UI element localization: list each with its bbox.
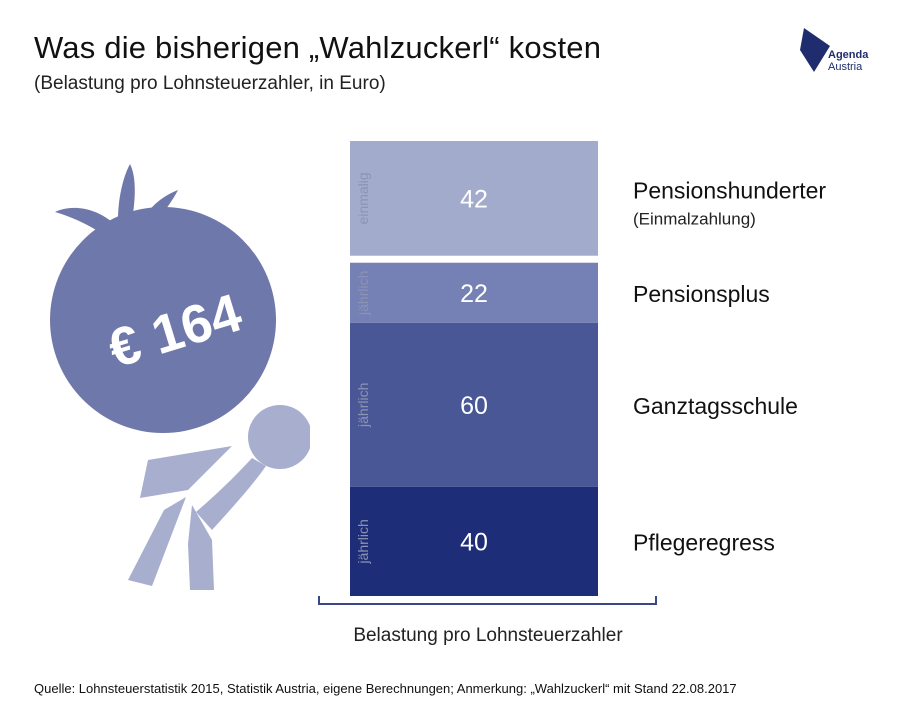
bar-segment-pflegeregress — [350, 486, 598, 596]
x-axis-label: Belastung pro Lohnsteuerzahler — [353, 625, 623, 646]
bar-value-ganztagsschule: 60 — [460, 392, 488, 420]
category-label-pflegeregress: Pflegeregress — [633, 529, 775, 555]
carrying-person-icon — [128, 405, 310, 590]
bar-value-pensionshunderter: 42 — [460, 185, 488, 213]
source-note: Quelle: Lohnsteuerstatistik 2015, Statis… — [34, 681, 737, 696]
frequency-label-pensionsplus: jährlich — [355, 271, 371, 316]
bar-segment-pensionshunderter — [350, 141, 598, 256]
bar-segment-ganztagsschule — [350, 322, 598, 487]
category-label-pensionsplus: Pensionsplus — [633, 281, 770, 307]
bar-value-pensionsplus: 22 — [460, 280, 488, 308]
person-carrying-money-bag-icon — [50, 164, 310, 590]
bar-value-pflegeregress: 40 — [460, 528, 488, 556]
frequency-label-pensionshunderter: einmalig — [355, 172, 371, 224]
bar-segment-pensionsplus — [350, 262, 598, 323]
category-label-pensionshunderter: Pensionshunderter — [633, 177, 826, 203]
frequency-label-pflegeregress: jährlich — [355, 519, 371, 564]
chart-title: Was die bisherigen „Wahlzuckerl“ kosten — [34, 30, 602, 65]
logo-line-1: Agenda — [828, 49, 869, 61]
logo-line-2: Austria — [828, 61, 863, 73]
frequency-label-ganztagsschule: jährlich — [355, 383, 371, 428]
agenda-austria-logo: Agenda Austria — [800, 28, 875, 78]
money-bag-icon — [50, 164, 276, 433]
chart-subtitle: (Belastung pro Lohnsteuerzahler, in Euro… — [34, 73, 386, 94]
logo-mark-icon — [800, 28, 830, 72]
category-sublabel-pensionshunderter: (Einmalzahlung) — [633, 209, 756, 228]
category-label-ganztagsschule: Ganztagsschule — [633, 393, 798, 419]
